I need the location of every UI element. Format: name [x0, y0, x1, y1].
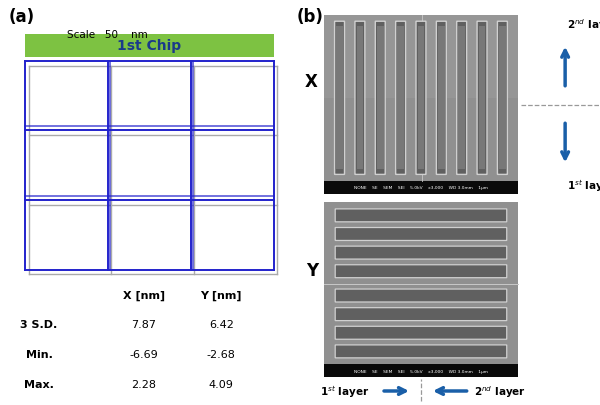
- Text: 2$^{nd}$ layer: 2$^{nd}$ layer: [566, 17, 600, 33]
- FancyBboxPatch shape: [335, 265, 507, 278]
- Bar: [356, 27, 363, 170]
- FancyBboxPatch shape: [335, 22, 344, 175]
- Bar: [418, 27, 424, 170]
- Bar: [499, 27, 506, 170]
- Text: Min.: Min.: [26, 350, 53, 359]
- Bar: [324, 202, 518, 377]
- Text: 1st Chip: 1st Chip: [118, 39, 182, 53]
- Text: (a): (a): [9, 8, 35, 26]
- Bar: [324, 364, 518, 377]
- Text: -6.69: -6.69: [130, 350, 158, 359]
- Bar: [479, 27, 485, 170]
- Text: 2$^{nd}$ layer: 2$^{nd}$ layer: [474, 383, 526, 399]
- Text: NONE    SE    SEM    SEI    5.0kV    x3,000    WD 3.0mm    1µm: NONE SE SEM SEI 5.0kV x3,000 WD 3.0mm 1µ…: [354, 369, 488, 373]
- FancyBboxPatch shape: [335, 345, 507, 358]
- FancyBboxPatch shape: [416, 22, 426, 175]
- FancyBboxPatch shape: [335, 289, 507, 302]
- FancyBboxPatch shape: [335, 247, 507, 260]
- FancyBboxPatch shape: [25, 34, 274, 58]
- FancyBboxPatch shape: [335, 209, 507, 222]
- Text: Y [nm]: Y [nm]: [200, 290, 242, 300]
- FancyBboxPatch shape: [335, 308, 507, 321]
- FancyBboxPatch shape: [395, 22, 406, 175]
- FancyBboxPatch shape: [497, 22, 508, 175]
- Bar: [324, 16, 518, 194]
- Bar: [336, 27, 343, 170]
- FancyBboxPatch shape: [335, 326, 507, 339]
- Bar: [397, 27, 404, 170]
- Text: 1$^{st}$ layer: 1$^{st}$ layer: [320, 383, 370, 399]
- FancyBboxPatch shape: [436, 22, 446, 175]
- Text: 4.09: 4.09: [209, 379, 233, 389]
- FancyBboxPatch shape: [477, 22, 487, 175]
- FancyBboxPatch shape: [355, 22, 365, 175]
- Text: Scale   50    nm: Scale 50 nm: [67, 30, 148, 40]
- Text: X: X: [305, 72, 318, 90]
- Bar: [324, 181, 518, 194]
- Text: Y: Y: [305, 261, 318, 279]
- Text: 3 S.D.: 3 S.D.: [20, 320, 58, 330]
- Text: Max.: Max.: [24, 379, 54, 389]
- Bar: [438, 27, 445, 170]
- FancyBboxPatch shape: [457, 22, 467, 175]
- Bar: [377, 27, 383, 170]
- Bar: [324, 16, 518, 98]
- Text: 6.42: 6.42: [209, 320, 233, 330]
- Bar: [458, 27, 465, 170]
- Text: NONE    SE    SEM    SEI    5.0kV    x3,000    WD 3.0mm    1µm: NONE SE SEM SEI 5.0kV x3,000 WD 3.0mm 1µ…: [354, 186, 488, 190]
- FancyBboxPatch shape: [335, 228, 507, 241]
- Text: 7.87: 7.87: [131, 320, 157, 330]
- FancyBboxPatch shape: [375, 22, 385, 175]
- Text: 1$^{st}$ layer: 1$^{st}$ layer: [566, 178, 600, 194]
- Text: -2.68: -2.68: [207, 350, 236, 359]
- Text: X [nm]: X [nm]: [123, 290, 165, 300]
- Text: (b): (b): [296, 8, 323, 26]
- Text: 2.28: 2.28: [131, 379, 157, 389]
